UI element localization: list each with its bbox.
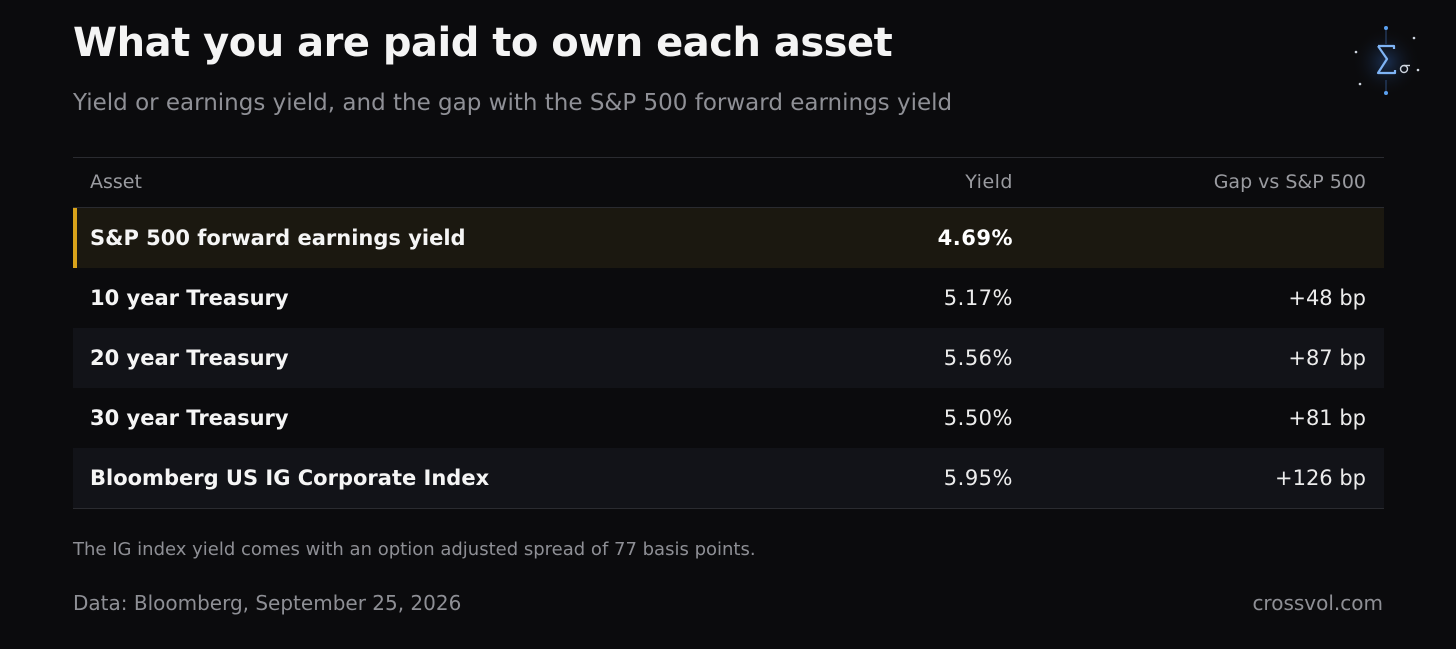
- asset-name: Bloomberg US IG Corporate Index: [90, 466, 490, 490]
- yield-table: Asset Yield Gap vs S&P 500 S&P 500 forwa…: [73, 157, 1384, 509]
- gap-value: +48 bp: [1288, 286, 1366, 310]
- table-row-sp500: S&P 500 forward earnings yield 4.69%: [73, 208, 1384, 268]
- asset-name: 10 year Treasury: [90, 286, 289, 310]
- gap-value: +81 bp: [1288, 406, 1366, 430]
- gap-value: +87 bp: [1288, 346, 1366, 370]
- yield-value: 5.50%: [943, 406, 1013, 430]
- table-row: 10 year Treasury 5.17% +48 bp: [73, 268, 1384, 328]
- table-row: 20 year Treasury 5.56% +87 bp: [73, 328, 1384, 388]
- header-asset: Asset: [90, 171, 142, 193]
- table-header: Asset Yield Gap vs S&P 500: [73, 158, 1384, 208]
- footnote: The IG index yield comes with an option …: [73, 539, 756, 560]
- yield-value: 4.69%: [937, 226, 1013, 250]
- site-credit: crossvol.com: [1252, 591, 1383, 615]
- chart-title: What you are paid to own each asset: [73, 20, 893, 66]
- yield-value: 5.17%: [943, 286, 1013, 310]
- header-gap: Gap vs S&P 500: [1213, 171, 1366, 193]
- asset-name: S&P 500 forward earnings yield: [90, 226, 466, 250]
- chart-subtitle: Yield or earnings yield, and the gap wit…: [73, 90, 953, 116]
- asset-name: 30 year Treasury: [90, 406, 289, 430]
- table-row: 30 year Treasury 5.50% +81 bp: [73, 388, 1384, 448]
- yield-value: 5.56%: [943, 346, 1013, 370]
- gap-value: +126 bp: [1274, 466, 1366, 490]
- sigma-logo-icon: [1352, 26, 1420, 96]
- asset-name: 20 year Treasury: [90, 346, 289, 370]
- yield-value: 5.95%: [943, 466, 1013, 490]
- header-yield: Yield: [965, 171, 1013, 193]
- source-note: Data: Bloomberg, September 25, 2026: [73, 591, 462, 615]
- table-row: Bloomberg US IG Corporate Index 5.95% +1…: [73, 448, 1384, 508]
